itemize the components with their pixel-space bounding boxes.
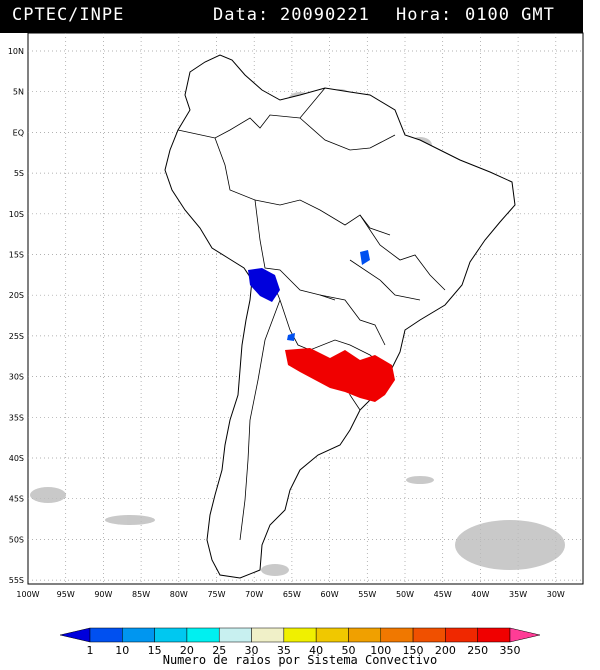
lon-label: 90W [94, 590, 112, 599]
legend-swatch [251, 627, 285, 643]
lon-label: 40W [471, 590, 489, 599]
lat-label: 35S [9, 413, 24, 422]
legend-value: 350 [500, 644, 521, 657]
legend-color-bar [59, 627, 541, 643]
lat-label: 5S [14, 169, 24, 178]
time-value: 0100 GMT [465, 5, 555, 25]
cluster-blue-tiny [287, 333, 295, 341]
south-america-coast [164, 54, 516, 579]
legend-swatch [283, 627, 317, 643]
legend-value: 10 [115, 644, 129, 657]
legend-value: 35 [277, 644, 291, 657]
legend-arrow-right [509, 627, 541, 643]
lat-label: 30S [9, 373, 24, 382]
lat-label: 15S [9, 251, 24, 260]
cluster-blue-north [248, 268, 280, 302]
lon-label: 75W [207, 590, 225, 599]
longitude-labels: 100W 95W 90W 85W 80W 75W 70W 65W 60W 55W 50W 45W 40W… [16, 590, 565, 599]
legend-value: 20 [180, 644, 194, 657]
legend-value: 50 [341, 644, 355, 657]
lon-label: 50W [396, 590, 414, 599]
legend-value: 250 [467, 644, 488, 657]
lat-label: 25S [9, 332, 24, 341]
lon-label: 35W [509, 590, 527, 599]
legend-swatch [89, 627, 123, 643]
legend-values: 1 10 15 20 25 30 35 40 50 100 150 200 250 350 [87, 644, 521, 657]
date-value: 20090221 [280, 5, 370, 25]
lat-label: 55S [9, 576, 24, 585]
legend-swatch [477, 627, 511, 643]
date-label: Data: [213, 5, 270, 25]
legend-swatch [445, 627, 478, 643]
lon-label: 85W [132, 590, 150, 599]
lat-label: 40S [9, 454, 24, 463]
legend-value: 40 [309, 644, 323, 657]
cluster-blue-small [360, 250, 370, 265]
lon-label: 45W [434, 590, 452, 599]
lon-label: 60W [321, 590, 339, 599]
lat-label: 5N [13, 88, 24, 97]
legend-swatch [348, 627, 382, 643]
source-label: CPTEC/INPE [12, 5, 125, 25]
legend-swatch [412, 627, 446, 643]
title-bar: CPTEC/INPE Data: 20090221 Hora: 0100 GMT [0, 0, 583, 33]
legend-swatch [218, 627, 252, 643]
cluster-red [285, 348, 395, 402]
lat-label: 50S [9, 535, 24, 544]
legend-value: 100 [370, 644, 391, 657]
legend-value: 30 [245, 644, 259, 657]
legend-swatch [315, 627, 349, 643]
lon-label: 100W [16, 590, 39, 599]
grid-lines [28, 33, 583, 584]
legend-value: 200 [435, 644, 456, 657]
lightning-clusters [248, 250, 395, 402]
lat-label: 10S [9, 210, 24, 219]
latitude-labels: 10N 5N EQ 5S 10S 15S 20S 25S 30S 35S 40S 45S 50S 55S [8, 47, 24, 585]
legend-value: 1 [87, 644, 94, 657]
lon-label: 70W [245, 590, 263, 599]
lat-label: EQ [13, 128, 24, 137]
lon-label: 55W [358, 590, 376, 599]
map-frame [27, 32, 584, 585]
legend-value: 150 [403, 644, 424, 657]
lon-label: 80W [170, 590, 188, 599]
legend-swatch [154, 627, 188, 643]
lat-label: 10N [8, 47, 24, 56]
legend-swatch [380, 627, 414, 643]
lon-label: 65W [283, 590, 301, 599]
lon-label: 30W [547, 590, 565, 599]
legend-value: 15 [148, 644, 162, 657]
lat-label: 20S [9, 291, 24, 300]
time-label: Hora: [396, 5, 453, 25]
legend-caption: Numero de raios por Sistema Convectivo [162, 653, 438, 667]
legend-swatch [122, 627, 155, 643]
legend-swatch [186, 627, 220, 643]
legend-arrow-left [59, 627, 91, 643]
lon-label: 95W [57, 590, 75, 599]
legend-value: 25 [212, 644, 226, 657]
lat-label: 45S [9, 495, 24, 504]
